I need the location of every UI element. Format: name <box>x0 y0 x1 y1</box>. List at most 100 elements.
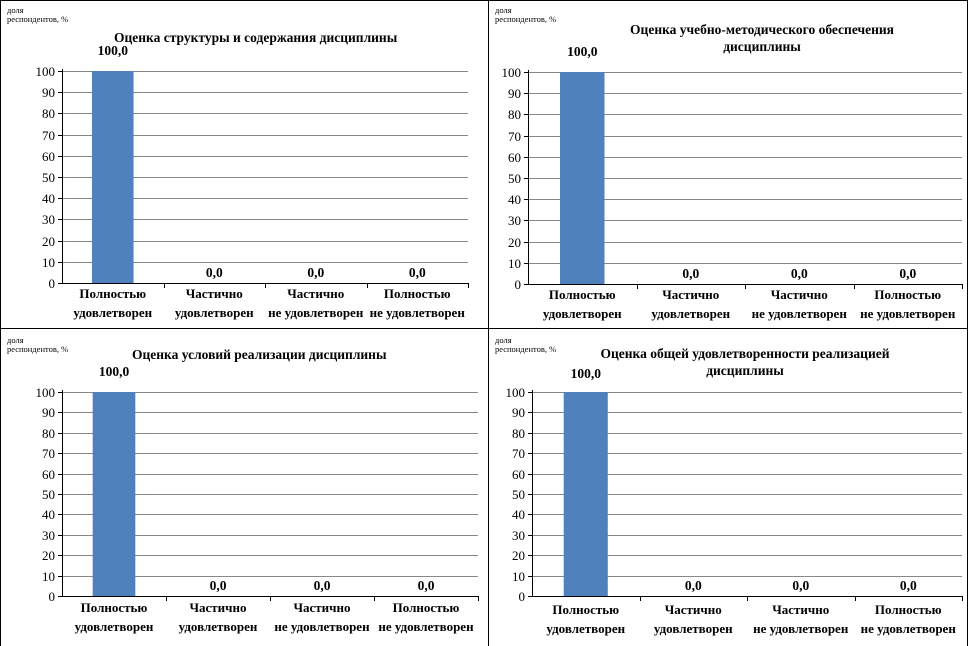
y-tick-label: 60 <box>508 150 521 165</box>
data-label: 0,0 <box>307 265 324 280</box>
data-label: 0,0 <box>418 578 435 593</box>
y-tick-label: 50 <box>512 487 525 502</box>
y-tick-label: 0 <box>519 589 526 604</box>
y-axis-label: доля <box>7 5 24 15</box>
chart-title: Оценка общей удовлетворенности реализаци… <box>601 346 890 361</box>
data-label: 0,0 <box>685 578 702 593</box>
y-tick-label: 40 <box>512 507 525 522</box>
y-tick-label: 20 <box>42 234 55 249</box>
data-label: 100,0 <box>98 43 129 58</box>
x-tick-label: Частично <box>665 602 722 617</box>
bar <box>560 72 605 284</box>
y-tick-label: 80 <box>508 107 521 122</box>
data-label: 0,0 <box>409 265 426 280</box>
data-label: 0,0 <box>792 578 809 593</box>
y-tick-label: 70 <box>508 129 521 144</box>
x-tick-label: не удовлетворен <box>753 621 849 636</box>
y-tick-label: 40 <box>42 507 55 522</box>
data-label: 0,0 <box>210 578 227 593</box>
y-axis-label: доля <box>495 5 512 15</box>
y-axis-label: респондентов, % <box>7 14 68 24</box>
data-label: 0,0 <box>682 266 699 281</box>
x-tick-label: удовлетворен <box>546 621 625 636</box>
y-tick-label: 100 <box>36 385 56 400</box>
y-tick-label: 20 <box>512 548 525 563</box>
x-tick-label: не удовлетворен <box>860 306 956 321</box>
y-tick-label: 0 <box>49 589 56 604</box>
y-tick-label: 10 <box>508 256 521 271</box>
chart-title: Оценка структуры и содержания дисциплины <box>114 30 398 45</box>
x-tick-label: удовлетворен <box>75 619 154 634</box>
y-tick-label: 40 <box>508 192 521 207</box>
x-tick-label: Полностью <box>384 286 451 301</box>
data-label: 0,0 <box>314 578 331 593</box>
data-label: 100,0 <box>567 44 598 59</box>
y-tick-label: 30 <box>42 212 55 227</box>
y-tick-label: 90 <box>42 85 55 100</box>
x-tick-label: Полностью <box>79 286 146 301</box>
x-tick-label: Полностью <box>875 602 942 617</box>
chart-panel-methodology: доля респондентов, % Оценка учебно-методич… <box>492 4 964 326</box>
y-axis-label: респондентов, % <box>495 344 556 354</box>
x-tick-label: удовлетворен <box>543 306 622 321</box>
x-tick-label: Частично <box>287 286 344 301</box>
x-tick-label: удовлетворен <box>179 619 258 634</box>
y-tick-label: 80 <box>512 426 525 441</box>
y-tick-label: 70 <box>512 446 525 461</box>
x-tick-label: не удовлетворен <box>268 305 364 320</box>
y-tick-label: 80 <box>42 426 55 441</box>
y-tick-label: 90 <box>42 405 55 420</box>
data-label: 0,0 <box>900 578 917 593</box>
x-tick-label: Полностью <box>552 602 619 617</box>
y-tick-label: 70 <box>42 446 55 461</box>
chart-panel-overall: доля респондентов, % Оценка общей удовлетв… <box>492 334 964 644</box>
x-tick-label: не удовлетворен <box>274 619 370 634</box>
bar <box>563 392 608 596</box>
y-tick-label: 100 <box>502 65 522 80</box>
y-tick-label: 50 <box>42 487 55 502</box>
x-tick-label: удовлетворен <box>73 305 152 320</box>
data-label: 0,0 <box>899 266 916 281</box>
data-label: 100,0 <box>99 364 130 379</box>
x-tick-label: не удовлетворен <box>861 621 957 636</box>
data-label: 0,0 <box>791 266 808 281</box>
x-tick-label: Полностью <box>393 600 460 615</box>
data-label: 100,0 <box>571 366 602 381</box>
x-tick-label: Полностью <box>549 287 616 302</box>
y-tick-label: 10 <box>42 255 55 270</box>
x-tick-label: Частично <box>662 287 719 302</box>
x-tick-label: не удовлетворен <box>752 306 848 321</box>
y-tick-label: 50 <box>508 171 521 186</box>
y-tick-label: 100 <box>36 64 56 79</box>
y-tick-label: 20 <box>508 235 521 250</box>
y-tick-label: 90 <box>512 405 525 420</box>
y-tick-label: 60 <box>512 467 525 482</box>
x-tick-label: Полностью <box>874 287 941 302</box>
y-tick-label: 50 <box>42 170 55 185</box>
chart-panel-conditions: доля респондентов, % Оценка условий реализ… <box>4 334 484 644</box>
y-tick-label: 30 <box>508 213 521 228</box>
chart-title: дисциплины <box>723 39 801 54</box>
x-tick-label: удовлетворен <box>654 621 733 636</box>
y-tick-label: 30 <box>512 528 525 543</box>
x-tick-label: Полностью <box>81 600 148 615</box>
y-tick-label: 80 <box>42 106 55 121</box>
chart-title: Оценка условий реализации дисциплины <box>132 347 387 362</box>
x-tick-label: не удовлетворен <box>378 619 474 634</box>
x-tick-label: Частично <box>293 600 350 615</box>
y-axis-label: доля <box>495 335 512 345</box>
chart-panel-structure: доля респондентов, % Оценка структуры и со… <box>4 4 484 326</box>
y-axis-label: респондентов, % <box>7 344 68 354</box>
x-tick-label: удовлетворен <box>175 305 254 320</box>
data-label: 0,0 <box>206 265 223 280</box>
y-tick-label: 60 <box>42 149 55 164</box>
y-tick-label: 100 <box>506 385 526 400</box>
y-tick-label: 30 <box>42 528 55 543</box>
bar <box>92 392 136 596</box>
y-axis-label: доля <box>7 335 24 345</box>
x-tick-label: не удовлетворен <box>370 305 466 320</box>
